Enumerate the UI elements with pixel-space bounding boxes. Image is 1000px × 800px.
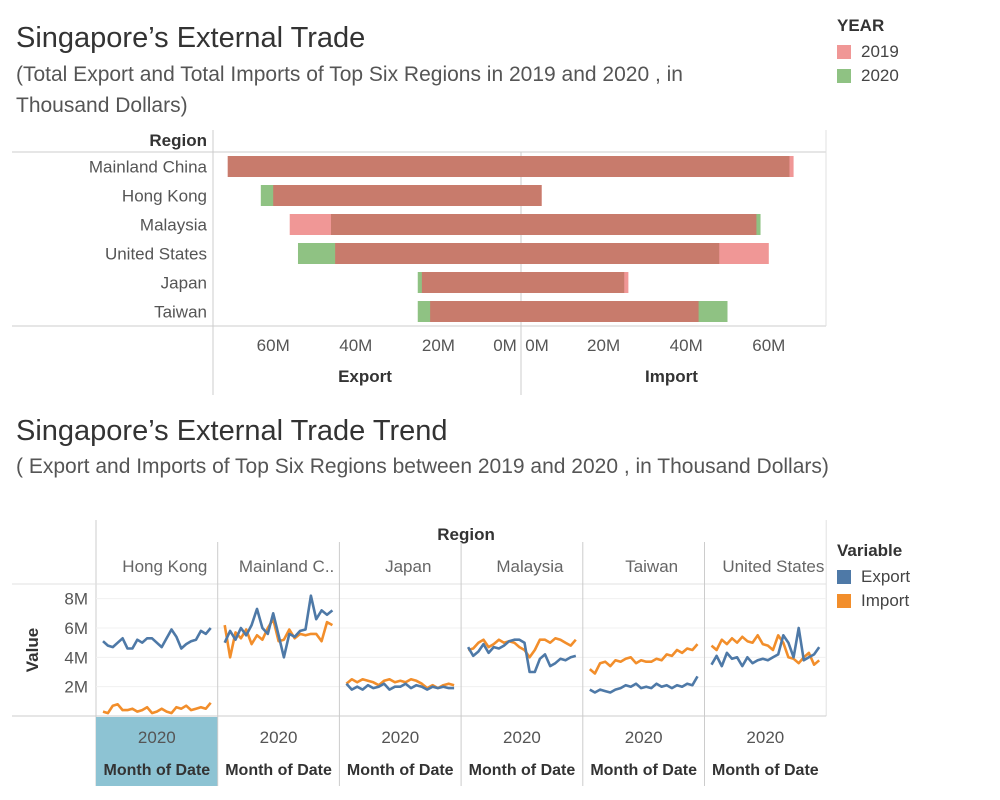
- region-label: Malaysia: [140, 216, 208, 235]
- line-import-united-states: [710, 634, 821, 666]
- y-tick-label: 8M: [64, 590, 88, 609]
- line-import-taiwan: [588, 643, 699, 675]
- panel-label-united-states: United States: [722, 557, 824, 576]
- panel-label-japan: Japan: [385, 557, 431, 576]
- x-axis-label-mainland-china: Month of Date: [225, 762, 332, 779]
- x-axis-label-hong-kong: Month of Date: [104, 762, 211, 779]
- line-export-hong-kong: [102, 627, 212, 650]
- import-tick: 40M: [670, 336, 703, 355]
- export-tick: 20M: [422, 336, 455, 355]
- chart1-title: Singapore’s External Trade: [16, 22, 366, 54]
- bar-export-overlap-united-states: [335, 243, 521, 264]
- bar-export-overlap-japan: [421, 272, 521, 293]
- x-tick-mainland-china: 2020: [260, 728, 298, 747]
- legend-swatch-export: [837, 570, 851, 584]
- line-import-hong-kong: [102, 701, 212, 715]
- x-axis-label-taiwan: Month of Date: [590, 762, 697, 779]
- bar-export-overlap-taiwan: [430, 301, 521, 322]
- chart1-subtitle: (Total Export and Total Imports of Top S…: [16, 63, 683, 117]
- legend-item-export[interactable]: Export: [837, 565, 910, 589]
- bar-import-overlap-mainland-china: [521, 156, 790, 177]
- line-export-japan: [345, 682, 455, 691]
- x-tick-malaysia: 2020: [503, 728, 541, 747]
- legend-label-export: Export: [861, 567, 911, 586]
- y-tick-label: 4M: [64, 648, 88, 667]
- region-label: Taiwan: [154, 303, 207, 322]
- bar-export-overlap-mainland-china: [227, 156, 521, 177]
- legend-label-2019: 2019: [861, 42, 899, 61]
- import-tick: 0M: [525, 336, 549, 355]
- legend-swatch-2019: [837, 45, 851, 59]
- region-label: Mainland China: [89, 158, 208, 177]
- legend-label-import: Import: [861, 591, 910, 610]
- y-axis-label: Value: [23, 628, 42, 672]
- export-tick: 60M: [257, 336, 290, 355]
- line-import-malaysia: [467, 637, 577, 659]
- import-axis-label: Import: [645, 367, 698, 386]
- line-export-malaysia: [466, 638, 577, 674]
- panel-label-hong-kong: Hong Kong: [122, 557, 207, 576]
- year-legend[interactable]: YEAR 2019 2020: [837, 16, 899, 88]
- variable-legend[interactable]: Variable Export Import: [837, 541, 910, 613]
- panel-label-malaysia: Malaysia: [496, 557, 564, 576]
- y-tick-label: 2M: [64, 678, 88, 697]
- x-tick-hong-kong: 2020: [138, 728, 176, 747]
- legend-swatch-import: [837, 594, 851, 608]
- export-tick: 40M: [339, 336, 372, 355]
- line-import-mainland-china: [223, 617, 334, 659]
- region-header: Region: [149, 131, 207, 150]
- region-label: United States: [105, 245, 207, 264]
- selected-panel-highlight: [96, 717, 218, 786]
- bar-import-overlap-taiwan: [521, 301, 699, 322]
- import-tick: 20M: [587, 336, 620, 355]
- import-tick: 60M: [752, 336, 785, 355]
- x-tick-taiwan: 2020: [625, 728, 663, 747]
- bar-import-overlap-japan: [521, 272, 625, 293]
- x-axis-label-united-states: Month of Date: [712, 762, 819, 779]
- y-tick-label: 6M: [64, 619, 88, 638]
- line-export-mainland-china: [223, 594, 334, 659]
- chart2-subtitle: ( Export and Imports of Top Six Regions …: [16, 455, 829, 478]
- region-label: Japan: [161, 274, 207, 293]
- bar-export-overlap-hong-kong: [273, 185, 521, 206]
- x-axis-label-malaysia: Month of Date: [469, 762, 576, 779]
- panel-label-taiwan: Taiwan: [625, 557, 678, 576]
- x-axis-label-japan: Month of Date: [347, 762, 454, 779]
- bar-import-overlap-malaysia: [521, 214, 757, 235]
- legend-item-import[interactable]: Import: [837, 589, 910, 613]
- chart2-title: Singapore’s External Trade Trend: [16, 415, 448, 447]
- legend-item-2019[interactable]: 2019: [837, 40, 899, 64]
- bar-import-overlap-hong-kong: [521, 185, 542, 206]
- x-tick-united-states: 2020: [746, 728, 784, 747]
- year-legend-title: YEAR: [837, 16, 885, 35]
- x-tick-japan: 2020: [381, 728, 419, 747]
- region-label: Hong Kong: [122, 187, 207, 206]
- column-header: Region: [437, 525, 495, 544]
- variable-legend-title: Variable: [837, 541, 903, 560]
- trade-bar-chart: Region Mainland China Hong Kong Malaysia Uni…: [12, 130, 827, 395]
- line-export-united-states: [710, 626, 821, 668]
- panel-label-mainland-china: Mainland C..: [239, 557, 334, 576]
- export-axis-label: Export: [338, 367, 392, 386]
- line-export-taiwan: [589, 675, 699, 694]
- legend-item-2020[interactable]: 2020: [837, 64, 899, 88]
- bar-import-overlap-united-states: [521, 243, 720, 264]
- legend-swatch-2020: [837, 69, 851, 83]
- trade-trend-chart: Region 2M 4M 6M 8M Value Hong Kong 2020 Month of…: [12, 520, 827, 786]
- legend-label-2020: 2020: [861, 66, 899, 85]
- bar-export-overlap-malaysia: [331, 214, 521, 235]
- export-tick: 0M: [493, 336, 517, 355]
